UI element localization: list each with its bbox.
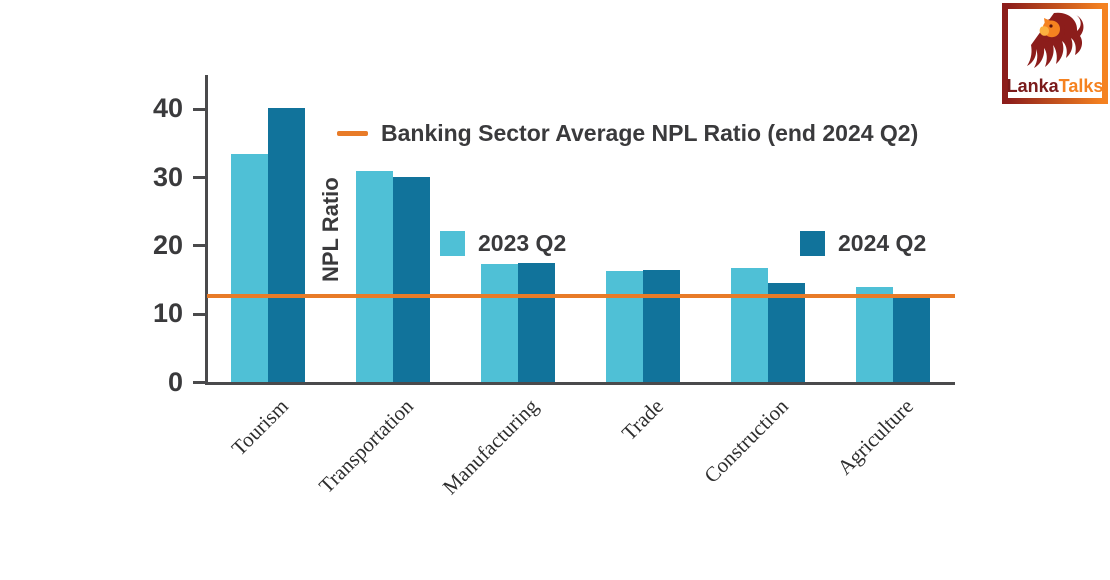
legend-swatch-2024-icon: [800, 231, 825, 256]
y-tick-label: 10: [152, 298, 183, 329]
y-tick-label: 0: [167, 366, 183, 397]
y-axis-line: [205, 75, 208, 385]
legend-label-2023: 2023 Q2: [478, 230, 567, 256]
reference-line-legend-label: Banking Sector Average NPL Ratio (end 20…: [381, 120, 919, 146]
bar-transportation-2024-q2: [392, 176, 430, 383]
bar-trade-2023-q2: [605, 271, 643, 383]
lankatalks-logo: LankaTalks: [1002, 3, 1108, 104]
brand-second: Talks: [1058, 76, 1104, 96]
legend-item-2023-q2: 2023 Q2: [440, 230, 566, 257]
bar-tourism-2024-q2: [267, 107, 305, 383]
y-tick-label: 20: [152, 229, 183, 260]
bar-tourism-2023-q2: [230, 153, 268, 383]
x-axis-line: [205, 382, 955, 385]
y-tick-mark: [193, 244, 205, 248]
brand-wordmark: LankaTalks: [1007, 76, 1104, 96]
bar-construction-2023-q2: [730, 268, 768, 383]
bar-manufacturing-2024-q2: [517, 262, 555, 383]
reference-line: [207, 293, 955, 298]
bar-agriculture-2024-q2: [892, 297, 930, 383]
bar-construction-2024-q2: [767, 282, 805, 383]
lion-icon: [1027, 12, 1084, 68]
legend-item-2024-q2: 2024 Q2: [800, 230, 926, 257]
y-axis-title: NPL Ratio: [318, 177, 343, 282]
bar-agriculture-2023-q2: [855, 286, 893, 383]
y-tick-mark: [193, 312, 205, 316]
legend-swatch-2023-icon: [440, 231, 465, 256]
brand-first: Lanka: [1006, 76, 1059, 96]
y-tick-label: 30: [152, 161, 183, 192]
y-tick-mark: [193, 176, 205, 179]
y-tick-mark: [193, 381, 205, 384]
bar-manufacturing-2023-q2: [480, 263, 518, 383]
y-tick-label: 40: [152, 93, 183, 124]
reference-line-swatch-icon: [337, 131, 368, 136]
bar-transportation-2023-q2: [355, 170, 393, 383]
bar-trade-2024-q2: [642, 270, 680, 383]
legend-label-2024: 2024 Q2: [838, 230, 927, 256]
legend-item-reference-line: Banking Sector Average NPL Ratio (end 20…: [337, 120, 918, 147]
y-tick-mark: [193, 107, 205, 111]
